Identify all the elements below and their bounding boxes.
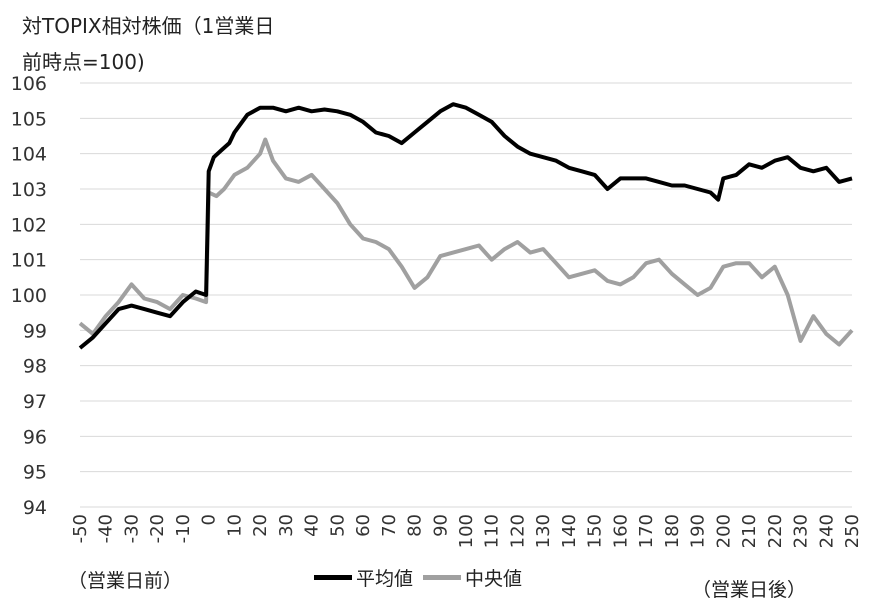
y-tick-label: 98 bbox=[23, 356, 47, 378]
x-tick-label: 240 bbox=[816, 514, 837, 548]
x-tick-label: 110 bbox=[482, 514, 503, 548]
x-tick-label: -50 bbox=[70, 514, 91, 543]
x-tick-label: -10 bbox=[173, 514, 194, 543]
legend: 平均値 中央値 bbox=[314, 564, 532, 591]
legend-label-mean: 平均値 bbox=[356, 568, 414, 590]
x-tick-label: 150 bbox=[585, 514, 606, 548]
x-tick-label: 120 bbox=[507, 514, 528, 548]
x-tick-label: 30 bbox=[276, 514, 297, 537]
x-tick-label: 190 bbox=[688, 514, 709, 548]
x-tick-label: 130 bbox=[533, 514, 554, 548]
series-line-median bbox=[78, 137, 854, 347]
x-tick-label: -40 bbox=[96, 514, 117, 543]
y-tick-label: 104 bbox=[11, 144, 47, 166]
y-tick-label: 101 bbox=[11, 250, 47, 272]
x-tick-label: 230 bbox=[791, 514, 812, 548]
x-tick-label: 160 bbox=[610, 514, 631, 548]
y-tick-label: 103 bbox=[11, 179, 47, 201]
x-tick-label: 40 bbox=[302, 514, 323, 537]
y-tick-label: 99 bbox=[23, 320, 47, 342]
y-tick-label: 106 bbox=[11, 73, 47, 95]
x-tick-label: -20 bbox=[147, 514, 168, 543]
x-tick-label: 20 bbox=[250, 514, 271, 537]
x-tick-label: 90 bbox=[430, 514, 451, 537]
x-tick-label: 220 bbox=[765, 514, 786, 548]
y-tick-label: 102 bbox=[11, 214, 47, 236]
x-tick-label: 0 bbox=[199, 514, 220, 525]
x-tick-label: 210 bbox=[739, 514, 760, 548]
x-tick-label: 50 bbox=[327, 514, 348, 537]
x-tick-label: 10 bbox=[224, 514, 245, 537]
x-tick-label: 200 bbox=[713, 514, 734, 548]
y-tick-label: 97 bbox=[23, 391, 47, 413]
x-tick-label: 170 bbox=[636, 514, 657, 548]
legend-item-median: 中央値 bbox=[423, 564, 522, 591]
legend-swatch-mean bbox=[314, 575, 352, 580]
x-tick-label: 70 bbox=[379, 514, 400, 537]
x-tick-label: 140 bbox=[559, 514, 580, 548]
y-tick-label: 105 bbox=[11, 108, 47, 130]
x-tick-label: 80 bbox=[405, 514, 426, 537]
legend-item-mean: 平均値 bbox=[314, 564, 413, 591]
y-tick-label: 94 bbox=[23, 497, 47, 519]
y-tick-label: 95 bbox=[23, 462, 47, 484]
y-tick-label: 96 bbox=[23, 426, 47, 448]
chart-title: 対TOPIX相対株価（1営業日 前時点=100) bbox=[22, 8, 274, 80]
chart-title-line-2: 前時点=100) bbox=[22, 50, 145, 74]
x-tick-label: 60 bbox=[353, 514, 374, 537]
legend-label-median: 中央値 bbox=[465, 568, 523, 590]
x-tick-label: -30 bbox=[121, 514, 142, 543]
y-tick-label: 100 bbox=[11, 285, 47, 307]
legend-swatch-median bbox=[423, 575, 462, 580]
x-tick-label: 100 bbox=[456, 514, 477, 548]
x-note-right: （営業日後） bbox=[692, 579, 807, 601]
chart-title-line-1: 対TOPIX相対株価（1営業日 bbox=[22, 14, 275, 38]
x-tick-label: 250 bbox=[842, 514, 863, 548]
series-line-mean bbox=[78, 102, 853, 350]
x-tick-label: 180 bbox=[662, 514, 683, 548]
x-note-left: （営業日前） bbox=[68, 570, 183, 592]
